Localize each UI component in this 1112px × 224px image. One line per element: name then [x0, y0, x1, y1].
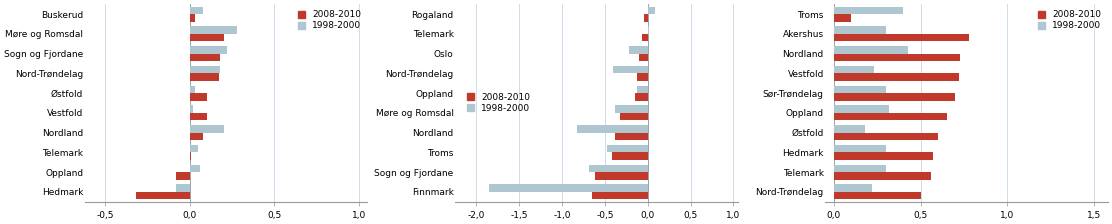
- Bar: [834, 73, 959, 81]
- Bar: [629, 46, 647, 54]
- Bar: [620, 113, 647, 120]
- Bar: [834, 93, 955, 101]
- Bar: [190, 26, 237, 34]
- Bar: [190, 165, 200, 172]
- Bar: [834, 152, 933, 160]
- Bar: [647, 26, 649, 34]
- Bar: [190, 73, 218, 81]
- Bar: [190, 125, 224, 133]
- Bar: [190, 66, 220, 73]
- Bar: [639, 54, 647, 61]
- Bar: [190, 54, 220, 61]
- Bar: [190, 14, 195, 22]
- Bar: [190, 145, 198, 152]
- Bar: [136, 192, 190, 199]
- Bar: [834, 86, 886, 93]
- Bar: [190, 34, 224, 41]
- Bar: [834, 66, 874, 73]
- Bar: [834, 113, 946, 120]
- Bar: [577, 125, 647, 133]
- Bar: [637, 86, 647, 93]
- Bar: [636, 73, 647, 81]
- Bar: [190, 93, 207, 101]
- Bar: [589, 165, 647, 172]
- Bar: [612, 152, 647, 160]
- Legend: 2008-2010, 1998-2000: 2008-2010, 1998-2000: [1036, 9, 1103, 32]
- Bar: [644, 14, 647, 22]
- Bar: [647, 6, 655, 14]
- Bar: [615, 105, 647, 113]
- Bar: [834, 105, 890, 113]
- Bar: [614, 66, 647, 73]
- Bar: [190, 105, 193, 113]
- Bar: [834, 14, 851, 22]
- Bar: [834, 6, 903, 14]
- Bar: [176, 184, 190, 192]
- Bar: [190, 152, 191, 160]
- Bar: [834, 125, 865, 133]
- Legend: 2008-2010, 1998-2000: 2008-2010, 1998-2000: [465, 91, 533, 115]
- Bar: [834, 145, 886, 152]
- Bar: [834, 46, 909, 54]
- Bar: [834, 192, 921, 199]
- Bar: [592, 192, 647, 199]
- Bar: [190, 113, 207, 120]
- Bar: [635, 93, 647, 101]
- Bar: [834, 172, 931, 180]
- Bar: [190, 46, 227, 54]
- Bar: [834, 165, 886, 172]
- Bar: [834, 184, 872, 192]
- Bar: [190, 133, 203, 140]
- Bar: [489, 184, 647, 192]
- Bar: [190, 6, 203, 14]
- Bar: [595, 172, 647, 180]
- Bar: [607, 145, 647, 152]
- Bar: [176, 172, 190, 180]
- Bar: [834, 26, 886, 34]
- Bar: [834, 54, 961, 61]
- Bar: [615, 133, 647, 140]
- Bar: [642, 34, 647, 41]
- Bar: [190, 86, 195, 93]
- Legend: 2008-2010, 1998-2000: 2008-2010, 1998-2000: [296, 9, 363, 32]
- Bar: [834, 133, 937, 140]
- Bar: [834, 34, 970, 41]
